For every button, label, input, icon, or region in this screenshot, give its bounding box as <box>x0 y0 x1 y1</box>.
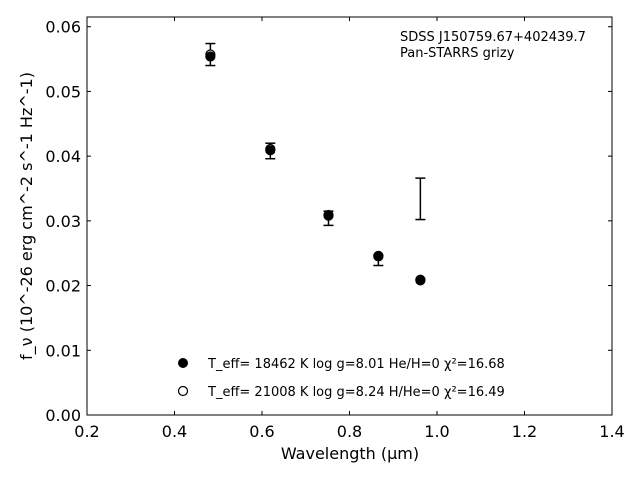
annotation-line1: SDSS J150759.67+402439.7 <box>400 30 586 45</box>
annotation-line2: Pan-STARRS grizy <box>400 46 515 61</box>
model-point-filled <box>323 210 334 221</box>
plot-frame <box>86 16 613 416</box>
x-axis-label: Wavelength (μm) <box>281 444 419 463</box>
legend: T_eff= 18462 K log g=8.01 He/H=0 χ²=16.6… <box>177 357 505 400</box>
x-axis-ticks: 0.2 0.4 0.6 0.8 1.0 1.2 1.4 <box>74 17 625 441</box>
x-tick-label: 0.2 <box>74 422 99 441</box>
y-axis-ticks: 0.00 0.01 0.02 0.03 0.04 0.05 0.06 <box>45 18 612 425</box>
y-tick-label: 0.06 <box>45 18 81 37</box>
y-tick-label: 0.05 <box>45 82 81 101</box>
model-point-filled <box>205 51 216 62</box>
y-tick-label: 0.00 <box>45 406 81 425</box>
legend-text-filled: T_eff= 18462 K log g=8.01 He/H=0 χ²=16.6… <box>207 357 505 372</box>
legend-marker-filled <box>178 358 188 368</box>
model-point-filled <box>373 251 384 262</box>
x-tick-label: 1.4 <box>599 422 624 441</box>
x-tick-label: 0.6 <box>249 422 274 441</box>
y-tick-label: 0.01 <box>45 341 81 360</box>
legend-marker-open <box>177 385 189 397</box>
observed-error-bar <box>415 177 426 221</box>
y-tick-label: 0.03 <box>45 212 81 231</box>
y-tick-label: 0.02 <box>45 277 81 296</box>
y-tick-label: 0.04 <box>45 147 81 166</box>
x-tick-label: 1.0 <box>424 422 449 441</box>
legend-text-open: T_eff= 21008 K log g=8.24 H/He=0 χ²=16.4… <box>207 385 505 400</box>
model-points <box>205 49 426 286</box>
y-axis-label: f_ν (10^-26 erg cm^-2 s^-1 Hz^-1) <box>17 72 37 360</box>
error-bars <box>205 42 426 267</box>
model-point-filled <box>415 275 426 286</box>
x-tick-label: 0.4 <box>162 422 187 441</box>
model-point-filled <box>265 145 276 156</box>
x-tick-label: 0.8 <box>337 422 362 441</box>
x-tick-label: 1.2 <box>512 422 537 441</box>
